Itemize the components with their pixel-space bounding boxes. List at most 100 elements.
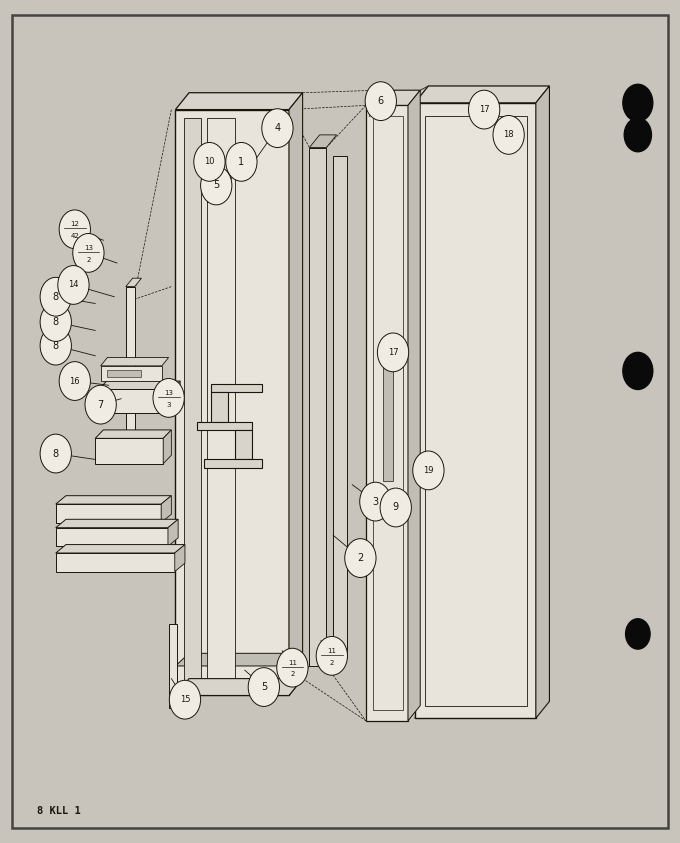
- Polygon shape: [309, 135, 337, 148]
- Polygon shape: [175, 679, 303, 695]
- Polygon shape: [235, 430, 252, 459]
- Polygon shape: [408, 90, 420, 721]
- Circle shape: [73, 234, 104, 272]
- Polygon shape: [101, 357, 169, 366]
- Polygon shape: [211, 392, 228, 422]
- Text: 5: 5: [260, 682, 267, 692]
- Polygon shape: [415, 86, 549, 103]
- Text: 13: 13: [84, 244, 93, 251]
- Polygon shape: [204, 459, 262, 468]
- Text: 2: 2: [290, 671, 294, 678]
- Polygon shape: [99, 389, 172, 413]
- Circle shape: [85, 385, 116, 424]
- Polygon shape: [56, 553, 175, 572]
- Text: 2: 2: [357, 553, 364, 563]
- Circle shape: [377, 333, 409, 372]
- Polygon shape: [172, 381, 180, 413]
- Polygon shape: [101, 366, 162, 381]
- Text: 3: 3: [167, 401, 171, 408]
- Circle shape: [626, 619, 650, 649]
- Circle shape: [40, 303, 71, 341]
- Circle shape: [380, 488, 411, 527]
- Circle shape: [40, 326, 71, 365]
- Circle shape: [226, 142, 257, 181]
- Polygon shape: [126, 278, 141, 287]
- Polygon shape: [56, 496, 171, 504]
- Circle shape: [153, 379, 184, 417]
- Circle shape: [59, 210, 90, 249]
- Text: 18: 18: [503, 131, 514, 139]
- Text: 19: 19: [423, 466, 434, 475]
- Circle shape: [469, 90, 500, 129]
- Text: 17: 17: [479, 105, 490, 114]
- Circle shape: [624, 118, 651, 152]
- Circle shape: [262, 109, 293, 148]
- Text: 8: 8: [52, 292, 59, 302]
- Text: 12: 12: [70, 221, 80, 228]
- Polygon shape: [175, 110, 289, 695]
- Circle shape: [493, 115, 524, 154]
- Polygon shape: [415, 103, 536, 718]
- Text: 2: 2: [330, 659, 334, 666]
- Text: 9: 9: [392, 502, 399, 513]
- Circle shape: [59, 362, 90, 400]
- Text: 4: 4: [274, 123, 281, 133]
- Polygon shape: [366, 105, 408, 721]
- Circle shape: [345, 539, 376, 577]
- Polygon shape: [169, 624, 177, 708]
- Circle shape: [194, 142, 225, 181]
- Text: 11: 11: [288, 659, 297, 666]
- Polygon shape: [95, 438, 163, 464]
- Circle shape: [365, 82, 396, 121]
- Polygon shape: [211, 384, 262, 392]
- Circle shape: [40, 277, 71, 316]
- Text: 2: 2: [86, 256, 90, 263]
- Text: 15: 15: [180, 695, 190, 704]
- Polygon shape: [366, 90, 420, 105]
- Polygon shape: [163, 430, 171, 464]
- Polygon shape: [207, 118, 235, 687]
- Polygon shape: [126, 287, 135, 432]
- Polygon shape: [161, 496, 171, 523]
- Polygon shape: [309, 148, 326, 666]
- Polygon shape: [99, 381, 180, 389]
- Circle shape: [169, 680, 201, 719]
- Text: 3: 3: [372, 497, 379, 507]
- Polygon shape: [56, 504, 161, 523]
- Circle shape: [316, 636, 347, 675]
- Polygon shape: [95, 430, 171, 438]
- Text: 14: 14: [68, 281, 79, 289]
- Polygon shape: [197, 422, 252, 430]
- Circle shape: [201, 166, 232, 205]
- Polygon shape: [56, 519, 178, 528]
- Text: 8: 8: [52, 317, 59, 327]
- Polygon shape: [56, 545, 185, 553]
- Circle shape: [360, 482, 391, 521]
- Text: 1: 1: [238, 157, 245, 167]
- Polygon shape: [333, 156, 347, 658]
- Polygon shape: [107, 370, 141, 377]
- Circle shape: [40, 434, 71, 473]
- Text: 10: 10: [204, 158, 215, 166]
- Polygon shape: [175, 545, 185, 572]
- Circle shape: [413, 451, 444, 490]
- Polygon shape: [289, 93, 303, 695]
- Text: 8: 8: [52, 341, 59, 351]
- Text: 42: 42: [71, 233, 79, 239]
- Circle shape: [623, 84, 653, 121]
- Text: 11: 11: [327, 647, 337, 654]
- Text: 16: 16: [69, 377, 80, 385]
- Text: 8: 8: [52, 448, 59, 459]
- Circle shape: [277, 648, 308, 687]
- Polygon shape: [184, 118, 201, 687]
- Polygon shape: [168, 519, 178, 546]
- Circle shape: [248, 668, 279, 706]
- Polygon shape: [175, 653, 303, 666]
- Polygon shape: [536, 86, 549, 718]
- Polygon shape: [56, 528, 168, 546]
- Text: 17: 17: [388, 348, 398, 357]
- Text: 5: 5: [213, 180, 220, 191]
- Text: 8 KLL 1: 8 KLL 1: [37, 806, 81, 816]
- Circle shape: [58, 266, 89, 304]
- Text: 6: 6: [377, 96, 384, 106]
